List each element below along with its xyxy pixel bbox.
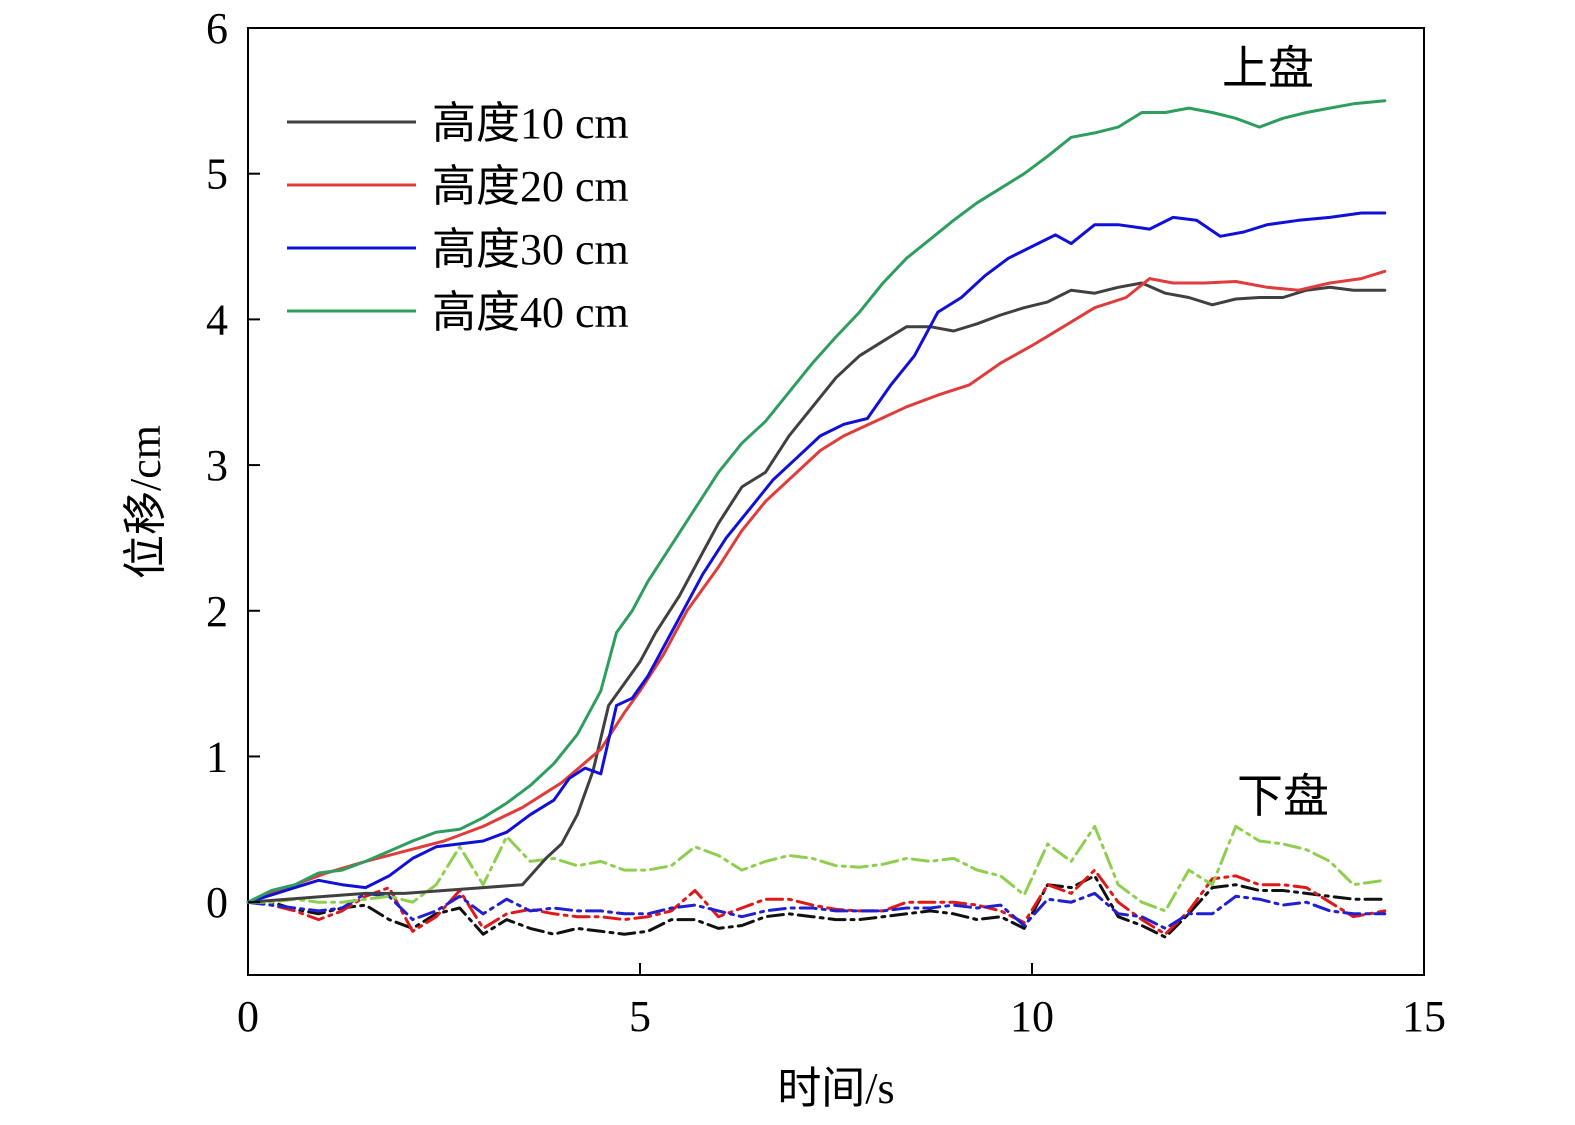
y-tick-label: 5 <box>206 150 228 199</box>
x-tick-label: 5 <box>629 992 651 1041</box>
annotation-lower: 下盘 <box>1237 771 1329 822</box>
legend-label: 高度10 cm <box>432 99 629 148</box>
y-axis-ticks: 0 1 2 3 4 5 6 <box>206 4 260 927</box>
upper-series-line-3 <box>246 99 1387 904</box>
y-tick-label: 6 <box>206 4 228 53</box>
y-tick-label: 4 <box>206 295 228 344</box>
x-tick-label: 15 <box>1402 992 1446 1041</box>
y-tick-label: 3 <box>206 441 228 490</box>
upper-series-line-0 <box>246 281 1387 904</box>
legend-label: 高度40 cm <box>432 288 629 337</box>
legend-label: 高度20 cm <box>432 162 629 211</box>
x-tick-label: 10 <box>1010 992 1054 1041</box>
upper-series-line-1 <box>246 269 1387 904</box>
upper-series-layer <box>246 99 1387 904</box>
y-axis-label: 位移/cm <box>121 425 170 579</box>
y-tick-label: 1 <box>206 732 228 781</box>
lower-series-layer <box>246 824 1387 939</box>
annotation-upper: 上盘 <box>1222 43 1314 94</box>
lower-series-line-4 <box>246 874 1387 939</box>
lower-series-line-5 <box>246 868 1387 936</box>
legend-label: 高度30 cm <box>432 225 629 274</box>
x-axis-ticks: 0 5 10 15 <box>237 963 1446 1041</box>
y-tick-label: 0 <box>206 878 228 927</box>
lower-series-line-7 <box>246 824 1387 913</box>
lower-series-line-6 <box>246 891 1387 930</box>
y-tick-label: 2 <box>206 587 228 636</box>
x-tick-label: 0 <box>237 992 259 1041</box>
plot-frame <box>247 27 1425 976</box>
x-axis-label: 时间/s <box>777 1064 894 1113</box>
legend: 高度10 cm 高度20 cm 高度30 cm 高度40 cm <box>287 99 629 337</box>
upper-series-line-2 <box>246 211 1387 904</box>
